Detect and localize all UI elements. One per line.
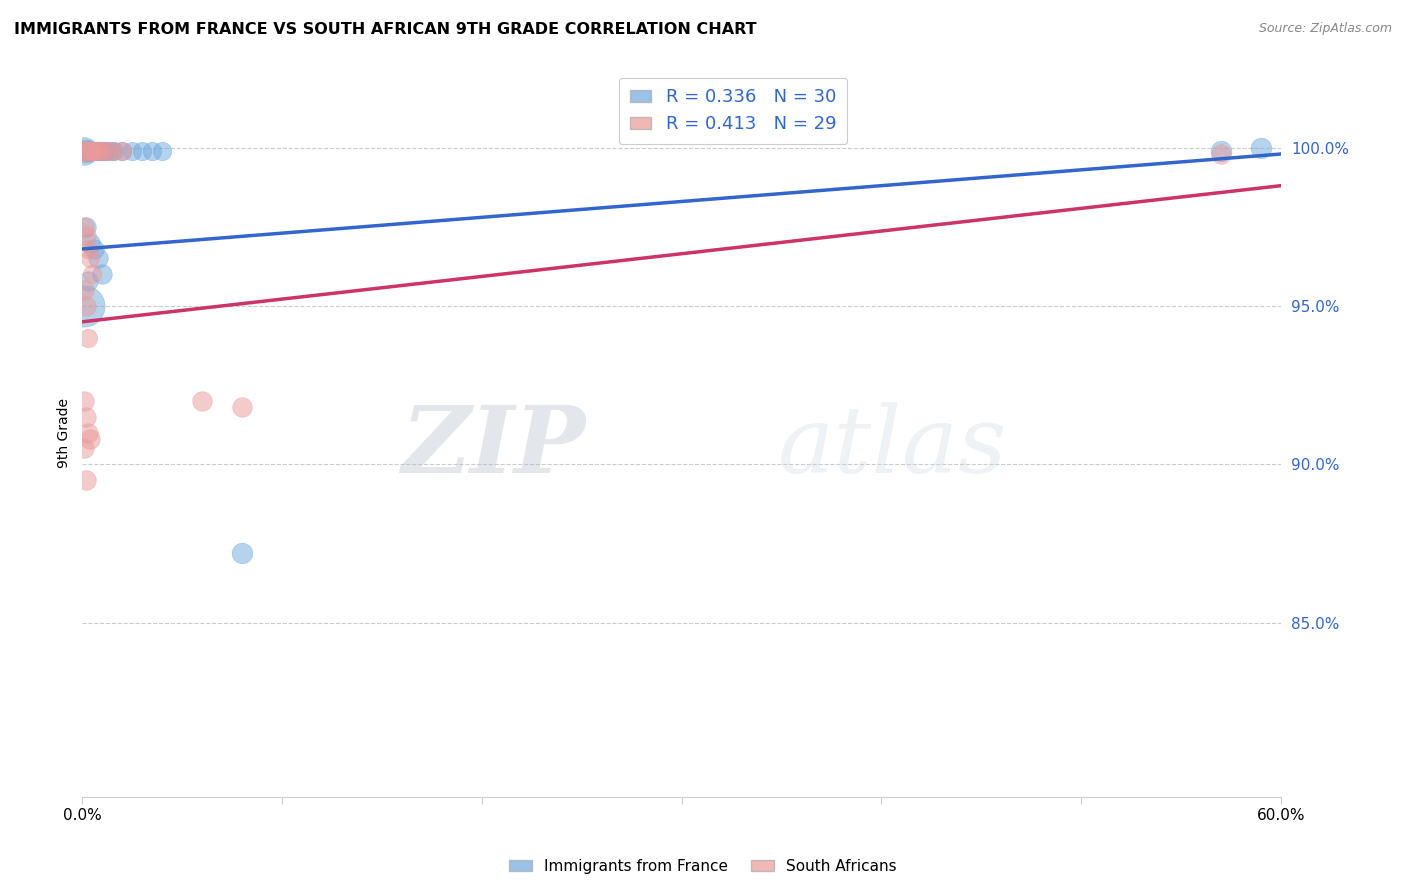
Point bbox=[77, 274, 100, 288]
Point bbox=[77, 144, 100, 158]
Point bbox=[93, 144, 115, 158]
Point bbox=[73, 219, 96, 234]
Point bbox=[87, 144, 110, 158]
Point bbox=[101, 144, 124, 158]
Point bbox=[87, 144, 110, 158]
Point bbox=[75, 144, 97, 158]
Point bbox=[73, 144, 96, 158]
Point bbox=[150, 144, 173, 158]
Point bbox=[231, 546, 253, 560]
Point bbox=[77, 242, 100, 256]
Text: ZIP: ZIP bbox=[402, 402, 586, 492]
Point bbox=[75, 229, 97, 244]
Point bbox=[73, 144, 96, 158]
Point bbox=[97, 144, 120, 158]
Point bbox=[103, 144, 125, 158]
Point bbox=[96, 144, 118, 158]
Point bbox=[73, 299, 96, 313]
Point bbox=[82, 268, 104, 282]
Point bbox=[73, 393, 96, 408]
Point bbox=[82, 144, 104, 158]
Point bbox=[191, 393, 214, 408]
Point bbox=[82, 144, 104, 158]
Point bbox=[83, 144, 105, 158]
Point bbox=[111, 144, 134, 158]
Point bbox=[121, 144, 143, 158]
Point bbox=[1211, 144, 1233, 158]
Point bbox=[231, 401, 253, 415]
Legend: R = 0.336   N = 30, R = 0.413   N = 29: R = 0.336 N = 30, R = 0.413 N = 29 bbox=[619, 78, 848, 145]
Point bbox=[91, 268, 114, 282]
Point bbox=[75, 219, 97, 234]
Point bbox=[77, 425, 100, 440]
Point bbox=[77, 144, 100, 158]
Point bbox=[1250, 141, 1272, 155]
Point bbox=[87, 252, 110, 266]
Point bbox=[141, 144, 163, 158]
Point bbox=[89, 144, 111, 158]
Point bbox=[96, 144, 118, 158]
Point bbox=[79, 252, 101, 266]
Point bbox=[75, 299, 97, 313]
Point bbox=[77, 330, 100, 344]
Point bbox=[91, 144, 114, 158]
Point bbox=[73, 442, 96, 456]
Text: atlas: atlas bbox=[778, 402, 1007, 492]
Point bbox=[101, 144, 124, 158]
Point bbox=[111, 144, 134, 158]
Point bbox=[131, 144, 153, 158]
Point bbox=[83, 242, 105, 256]
Point bbox=[75, 473, 97, 487]
Point bbox=[79, 144, 101, 158]
Y-axis label: 9th Grade: 9th Grade bbox=[58, 398, 72, 467]
Text: Source: ZipAtlas.com: Source: ZipAtlas.com bbox=[1258, 22, 1392, 36]
Text: IMMIGRANTS FROM FRANCE VS SOUTH AFRICAN 9TH GRADE CORRELATION CHART: IMMIGRANTS FROM FRANCE VS SOUTH AFRICAN … bbox=[14, 22, 756, 37]
Point bbox=[73, 283, 96, 297]
Point bbox=[75, 409, 97, 424]
Point bbox=[91, 144, 114, 158]
Legend: Immigrants from France, South Africans: Immigrants from France, South Africans bbox=[503, 853, 903, 880]
Point bbox=[83, 144, 105, 158]
Point bbox=[84, 144, 107, 158]
Point bbox=[1211, 147, 1233, 161]
Point bbox=[79, 432, 101, 446]
Point bbox=[84, 144, 107, 158]
Point bbox=[79, 235, 101, 250]
Point bbox=[79, 144, 101, 158]
Point bbox=[75, 144, 97, 158]
